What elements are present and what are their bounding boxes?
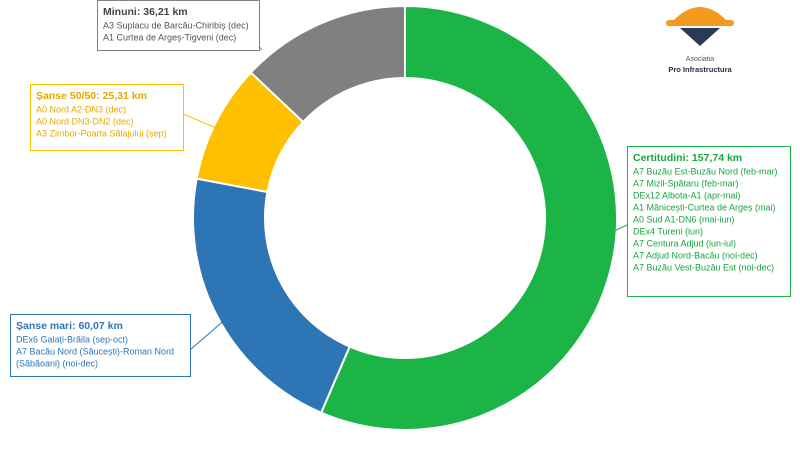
- project-line: DEx4 Tureni (iun): [633, 226, 703, 236]
- project-line: A3 Zimbor-Poarta Sălajului (sep): [36, 128, 167, 138]
- category-name: Certitudini:: [633, 152, 689, 164]
- category-name: Minuni:: [103, 6, 140, 18]
- donut-slice: [319, 4, 618, 431]
- project-line: A0 Sud A1-DN6 (mai-iun): [633, 214, 735, 224]
- category-name: Șanse 50/50:: [36, 90, 100, 102]
- project-line: DEx6 Galați-Brăila (sep-oct): [16, 334, 128, 344]
- logo-text: Pro Infrastructura: [668, 65, 732, 74]
- project-line: A7 Centura Adjud (iun-iul): [633, 238, 736, 248]
- leader-line: [569, 224, 628, 253]
- label-box: [10, 314, 191, 377]
- logo-text: Asociatia: [686, 56, 715, 63]
- project-line: A7 Mizil-Spătaru (feb-mar): [633, 178, 739, 188]
- category-name: Șanse mari:: [16, 320, 76, 332]
- value-label: 36,21 km: [143, 6, 187, 18]
- label-box: [30, 84, 184, 151]
- leader-line: [189, 297, 251, 351]
- slice-label: Minuni: 36,21 km: [103, 6, 188, 18]
- logo-brim: [666, 20, 734, 26]
- logo-helmet: [672, 7, 728, 22]
- project-line: A1 Curtea de Argeș-Tigveni (dec): [103, 32, 236, 42]
- label-box: [97, 0, 260, 51]
- logo: Asociatia Pro Infrastructura: [666, 7, 734, 74]
- label-box: [627, 146, 791, 297]
- project-line: A7 Adjud Nord-Bacău (noi-dec): [633, 250, 758, 260]
- project-line: A0 Nord DN3-DN2 (dec): [36, 116, 134, 126]
- leader-line: [182, 113, 241, 139]
- donut-slice: [192, 177, 351, 415]
- slice-label: Șanse 50/50: 25,31 km: [36, 90, 147, 102]
- project-line: A7 Bacău Nord (Săucești)-Roman Nord: [16, 346, 174, 356]
- project-line: A7 Buzău Vest-Buzău Est (noi-dec): [633, 262, 774, 272]
- project-line: (Săbăoani) (noi-dec): [16, 358, 98, 368]
- project-line: DEx12 Albota-A1 (apr-mai): [633, 190, 741, 200]
- project-line: A3 Suplacu de Barcău-Chiribiș (dec): [103, 20, 249, 30]
- value-label: 60,07 km: [78, 320, 122, 332]
- donut-slice: [249, 4, 406, 124]
- project-line: A7 Buzău Est-Buzău Nord (feb-mar): [633, 166, 778, 176]
- logo-shield: [680, 28, 720, 46]
- slice-label: Certitudini: 157,74 km: [633, 152, 742, 164]
- project-line: A1 Mănicești-Curtea de Argeș (mai): [633, 202, 776, 212]
- slice-label: Șanse mari: 60,07 km: [16, 320, 123, 332]
- project-line: A0 Nord A2-DN3 (dec): [36, 104, 126, 114]
- value-label: 157,74 km: [692, 152, 742, 164]
- value-label: 25,31 km: [103, 90, 147, 102]
